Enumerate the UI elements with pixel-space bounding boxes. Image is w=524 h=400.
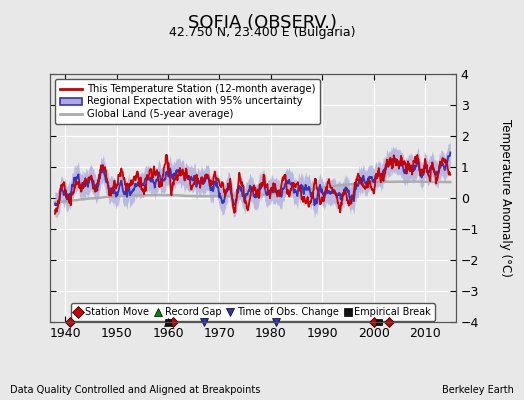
Text: SOFIA (OBSERV.): SOFIA (OBSERV.) [188,14,336,32]
Text: Data Quality Controlled and Aligned at Breakpoints: Data Quality Controlled and Aligned at B… [10,385,261,395]
Text: 42.750 N, 23.400 E (Bulgaria): 42.750 N, 23.400 E (Bulgaria) [169,26,355,39]
Legend: Station Move, Record Gap, Time of Obs. Change, Empirical Break: Station Move, Record Gap, Time of Obs. C… [71,303,435,321]
Text: Berkeley Earth: Berkeley Earth [442,385,514,395]
Y-axis label: Temperature Anomaly (°C): Temperature Anomaly (°C) [498,119,511,277]
